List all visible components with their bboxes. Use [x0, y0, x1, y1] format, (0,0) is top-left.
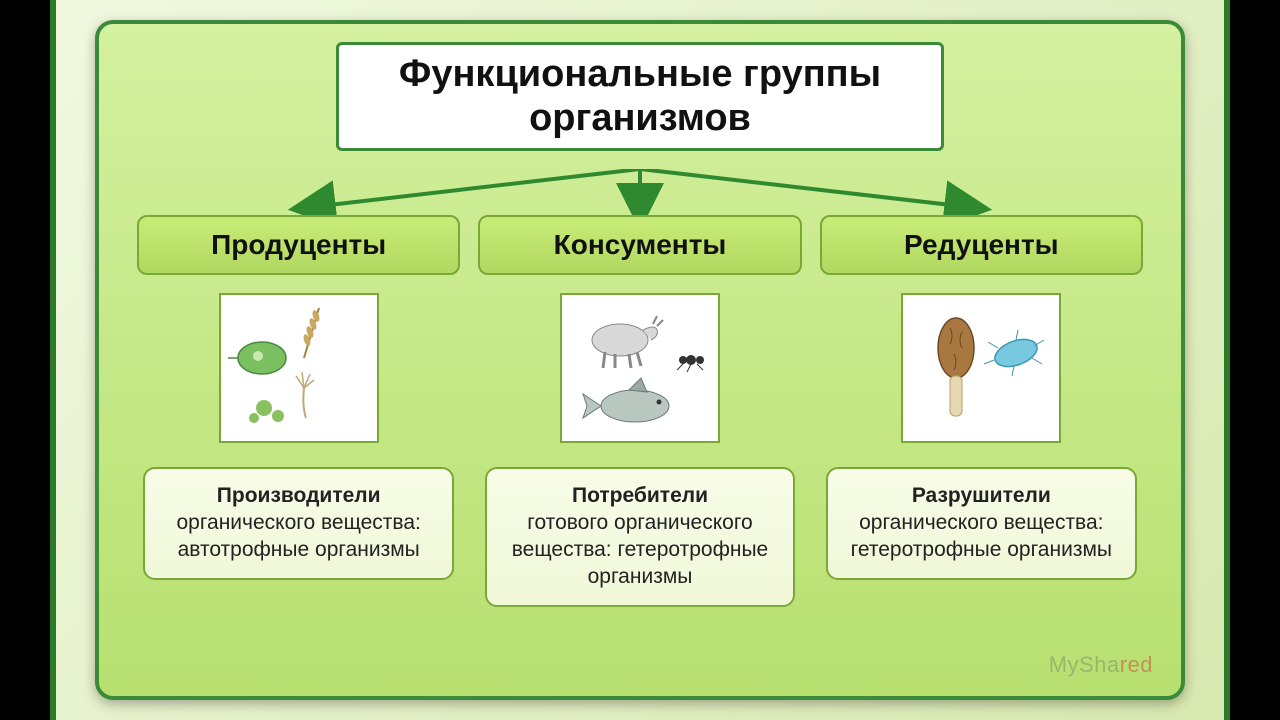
desc-bold: Потребители	[572, 484, 708, 507]
desc-box-decomposers: Разрушители органического вещества: гете…	[826, 467, 1136, 580]
image-box-producers	[219, 293, 379, 443]
desc-bold: Производители	[217, 484, 381, 507]
category-box-producers: Продуценты	[137, 215, 460, 275]
desc-text: органического вещества: автотрофные орга…	[176, 511, 420, 561]
image-box-consumers	[560, 293, 720, 443]
image-box-decomposers	[901, 293, 1061, 443]
main-panel: Функциональные группы организмов Пр	[95, 20, 1185, 700]
column-producers: Продуценты	[137, 215, 460, 607]
desc-text: органического вещества: гетеротрофные ор…	[851, 511, 1112, 561]
watermark-text-1: MySha	[1049, 652, 1120, 677]
outer-frame: Функциональные группы организмов Пр	[50, 0, 1230, 720]
columns-container: Продуценты	[127, 215, 1153, 607]
arrows-svg	[127, 169, 1153, 215]
title-line-1: Функциональные группы	[399, 53, 881, 95]
producers-illustration-icon	[224, 298, 374, 438]
desc-bold: Разрушители	[912, 484, 1051, 507]
consumers-illustration-icon	[565, 298, 715, 438]
desc-box-producers: Производители органического вещества: ав…	[143, 467, 453, 580]
category-box-decomposers: Редуценты	[820, 215, 1143, 275]
category-label: Продуценты	[211, 229, 386, 260]
watermark: MyShared	[1049, 652, 1153, 678]
page-title: Функциональные группы организмов	[399, 53, 881, 140]
column-decomposers: Редуценты	[820, 215, 1143, 607]
title-box: Функциональные группы организмов	[336, 42, 944, 151]
column-consumers: Консументы	[478, 215, 801, 607]
category-label: Консументы	[554, 229, 727, 260]
category-box-consumers: Консументы	[478, 215, 801, 275]
arrows-row	[127, 175, 1153, 215]
category-label: Редуценты	[904, 229, 1059, 260]
desc-text: готового органического вещества: гетерот…	[512, 511, 768, 588]
watermark-text-2: red	[1120, 652, 1153, 677]
decomposers-illustration-icon	[906, 298, 1056, 438]
title-line-2: организмов	[529, 97, 751, 139]
desc-box-consumers: Потребители готового органического вещес…	[485, 467, 795, 607]
